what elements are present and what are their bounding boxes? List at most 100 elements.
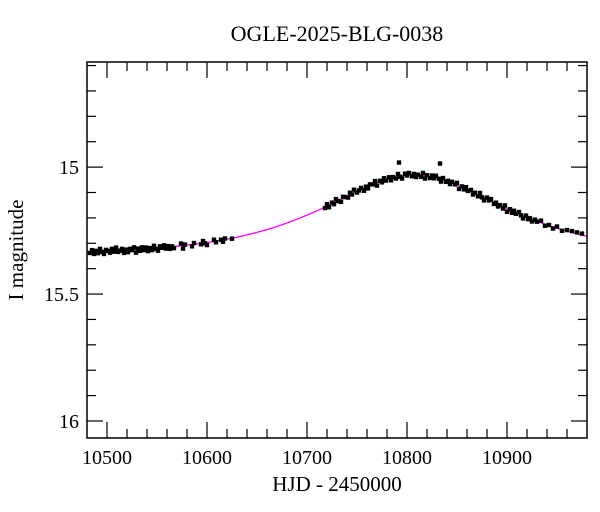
- photometry-point: [436, 176, 442, 181]
- photometry-point: [349, 192, 355, 197]
- photometry-point: [554, 224, 560, 229]
- photometry-point: [516, 209, 522, 215]
- photometry-point: [388, 178, 394, 183]
- photometry-point: [159, 245, 165, 251]
- photometry-point: [393, 176, 399, 181]
- photometry-point: [438, 179, 444, 184]
- photometry-point: [396, 160, 402, 165]
- axis-tick-labels: 10500 10600 10700 10800 10900 15 15.5 16: [44, 157, 532, 469]
- photometry-point: [440, 175, 446, 181]
- photometry-point: [167, 246, 173, 252]
- photometry-point: [342, 194, 348, 200]
- photometry-point: [200, 238, 206, 244]
- photometry-point: [481, 198, 487, 203]
- photometry-point: [424, 173, 430, 178]
- photometry-point: [125, 249, 131, 255]
- photometry-point: [107, 250, 113, 255]
- photometry-point: [513, 211, 519, 217]
- photometry-point: [381, 176, 387, 181]
- photometry-point: [335, 198, 341, 204]
- photometry-point: [143, 245, 149, 250]
- photometry-point: [151, 243, 157, 249]
- photometry-point: [149, 247, 155, 253]
- photometry-point: [165, 243, 171, 249]
- photometry-point: [546, 222, 552, 228]
- photometry-point: [529, 219, 535, 224]
- photometry-point: [406, 170, 412, 176]
- photometry-point: [189, 244, 195, 249]
- photometry-point: [123, 247, 129, 252]
- photometry-point: [121, 250, 127, 256]
- photometry-point: [427, 175, 433, 181]
- photometry-point: [141, 247, 147, 253]
- photometry-point: [472, 190, 478, 195]
- photometry-point: [211, 237, 217, 242]
- photometry-point: [139, 245, 145, 250]
- photometry-point: [155, 248, 161, 253]
- photometry-point: [191, 240, 197, 246]
- photometry-point: [356, 188, 362, 193]
- y-tick-label: 15.5: [44, 284, 79, 306]
- y-tick-label: 15: [59, 157, 79, 179]
- photometry-point: [520, 216, 526, 221]
- photometry-point: [477, 190, 483, 196]
- photometry-point: [461, 187, 467, 192]
- photometry-point: [95, 250, 101, 256]
- photometry-point: [213, 240, 219, 245]
- photometry-point: [374, 183, 380, 188]
- photometry-point: [574, 230, 580, 235]
- photometry-point: [365, 186, 371, 191]
- photometry-point: [326, 205, 332, 210]
- photometry-point: [475, 194, 481, 199]
- photometry-point: [493, 200, 499, 205]
- photometry-point: [465, 188, 471, 194]
- photometry-point: [579, 231, 585, 236]
- photometry-point: [445, 178, 451, 184]
- photometry-point: [449, 179, 455, 185]
- photometry-point: [527, 215, 533, 221]
- photometry-point: [550, 226, 556, 231]
- photometry-point: [129, 247, 135, 253]
- photometry-point: [87, 250, 93, 256]
- photometry-point: [420, 170, 426, 176]
- photometry-point: [358, 185, 364, 191]
- photometry-point: [109, 246, 115, 252]
- photometry-point: [395, 171, 401, 177]
- photometry-point: [468, 187, 474, 193]
- photometry-point: [372, 178, 378, 184]
- photometry-point: [324, 201, 330, 207]
- x-tick-label: 10500: [82, 447, 132, 469]
- photometry-point: [137, 248, 143, 254]
- x-tick-label: 10700: [282, 447, 332, 469]
- photometry-point: [379, 180, 385, 185]
- photometry-point: [135, 246, 141, 251]
- photometry-point: [111, 249, 117, 254]
- photometry-point: [386, 175, 392, 180]
- photometry-point: [119, 246, 125, 252]
- photometry-point: [463, 184, 469, 190]
- photometry-point: [220, 239, 226, 244]
- data-points: [87, 160, 585, 257]
- photometry-point: [447, 181, 453, 187]
- photometry-point: [418, 174, 424, 179]
- photometry-point: [502, 203, 508, 208]
- photometry-point: [538, 218, 544, 223]
- x-tick-label: 10900: [482, 447, 532, 469]
- photometry-point: [454, 180, 460, 186]
- photometry-point: [322, 205, 328, 211]
- photometry-point: [500, 206, 506, 211]
- photometry-point: [171, 245, 177, 251]
- photometry-point: [163, 246, 169, 251]
- photometry-point: [404, 173, 410, 178]
- photometry-point: [433, 173, 439, 178]
- photometry-point: [459, 184, 465, 189]
- photometry-point: [133, 250, 139, 255]
- photometry-point: [511, 208, 517, 213]
- photometry-point: [161, 243, 167, 248]
- photometry-point: [331, 201, 337, 207]
- photometry-point: [390, 174, 396, 180]
- photometry-point: [383, 178, 389, 183]
- photometry-point: [367, 182, 373, 187]
